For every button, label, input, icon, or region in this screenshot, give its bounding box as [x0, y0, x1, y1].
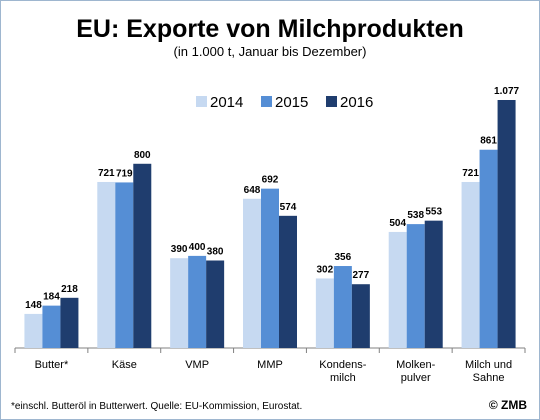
data-label: 184 — [43, 292, 60, 303]
category-label: Milch und — [465, 359, 512, 371]
category-label: milch — [330, 372, 356, 384]
data-label: 218 — [61, 284, 78, 295]
data-label: 800 — [134, 150, 151, 161]
bar-2015 — [115, 182, 134, 348]
category-label: Kondens- — [319, 359, 366, 371]
data-label: 574 — [280, 202, 297, 213]
legend-label: 2015 — [275, 94, 308, 111]
data-label: 721 — [98, 168, 115, 179]
bar-2015 — [333, 266, 352, 348]
chart-subtitle: (in 1.000 t, Januar bis Dezember) — [173, 44, 367, 59]
legend-label: 2014 — [210, 94, 243, 111]
data-label: 390 — [171, 244, 188, 255]
data-label: 1.077 — [494, 86, 519, 97]
legend-swatch-2016 — [326, 96, 337, 107]
data-label: 356 — [335, 252, 352, 263]
data-label: 861 — [480, 136, 497, 147]
bar-2014 — [461, 181, 480, 348]
bar-2014 — [243, 198, 261, 348]
bar-2015 — [261, 188, 279, 348]
legend-swatch-2015 — [261, 96, 272, 107]
data-label: 504 — [389, 218, 406, 229]
bar-2016 — [133, 163, 152, 348]
data-label: 148 — [25, 300, 42, 311]
data-label: 380 — [207, 246, 224, 257]
bar-2015 — [42, 305, 61, 348]
data-label: 721 — [462, 168, 479, 179]
data-label: 400 — [189, 242, 206, 253]
bar-2014 — [315, 278, 334, 348]
data-label: 719 — [116, 168, 133, 179]
bar-2016 — [424, 220, 443, 348]
category-label: Molken- — [396, 359, 435, 371]
category-label: VMP — [185, 359, 209, 371]
bar-2015 — [188, 255, 207, 348]
data-label: 302 — [317, 264, 334, 275]
bar-2014 — [97, 181, 116, 348]
bar-2016 — [497, 99, 516, 348]
category-label: MMP — [257, 359, 283, 371]
legend-label: 2016 — [340, 94, 373, 111]
footnote: *einschl. Butteröl in Butterwert. Quelle… — [11, 401, 303, 412]
data-label: 538 — [407, 210, 424, 221]
bar-2016 — [60, 297, 79, 348]
category-label: pulver — [401, 372, 431, 384]
chart-title: EU: Exporte von Milchprodukten — [76, 15, 464, 43]
category-label: Käse — [112, 359, 137, 371]
bar-2016 — [351, 284, 370, 348]
source-credit: © ZMB — [488, 398, 527, 412]
data-label: 648 — [244, 185, 261, 196]
data-label: 277 — [353, 270, 370, 281]
data-label: 692 — [262, 175, 279, 186]
category-label: Butter* — [35, 359, 69, 371]
bar-2015 — [406, 224, 425, 348]
bar-2014 — [24, 313, 43, 348]
bar-2014 — [170, 258, 189, 348]
legend-swatch-2014 — [196, 96, 207, 107]
bar-2016 — [279, 215, 297, 348]
bar-2016 — [206, 260, 225, 348]
data-label: 553 — [425, 207, 442, 218]
bar-2015 — [479, 149, 498, 348]
bar-2014 — [388, 231, 407, 348]
category-label: Sahne — [473, 372, 505, 384]
